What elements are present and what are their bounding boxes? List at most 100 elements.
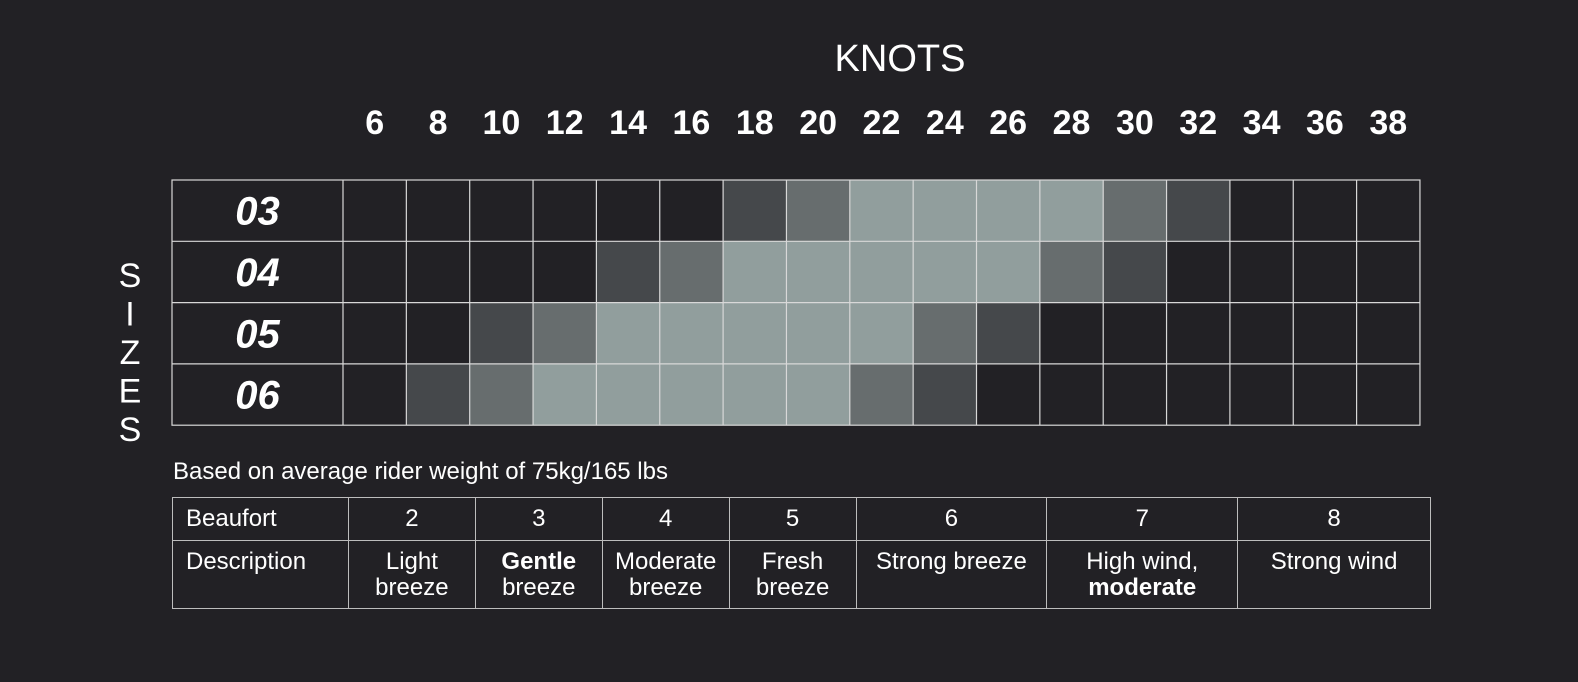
heatmap-cell [1039, 241, 1104, 303]
heatmap-cell [849, 180, 914, 242]
heatmap-cell [1356, 363, 1420, 426]
beaufort-description-row: Description Light breeze Gentle breeze M… [172, 540, 1431, 609]
description-header: Description [172, 540, 349, 609]
description-cell: Strong wind [1237, 540, 1431, 609]
heatmap-cell [786, 241, 850, 303]
size-row-label: 06 [235, 374, 280, 418]
knots-tick-label: 24 [926, 104, 964, 142]
heatmap-cell [533, 302, 597, 364]
beaufort-header: Beaufort [172, 497, 349, 541]
description-cell: Fresh breeze [728, 540, 857, 609]
heatmap-cell [1356, 302, 1420, 364]
heatmap-cell [469, 302, 534, 364]
heatmap-cell [596, 302, 660, 364]
size-row-label: 03 [235, 190, 280, 234]
heatmap-cell [406, 241, 470, 303]
heatmap-cell [1356, 241, 1420, 303]
heatmap-cell [913, 241, 977, 303]
knots-tick-label: 34 [1243, 104, 1281, 142]
heatmap-cell [913, 180, 977, 242]
heatmap-cell [659, 180, 724, 242]
heatmap-cell [1166, 363, 1230, 426]
sizes-letter: I [125, 296, 134, 334]
heatmap-cell [849, 302, 914, 364]
heatmap-cell [596, 363, 660, 426]
heatmap-cell [1293, 363, 1357, 426]
heatmap-cell [406, 180, 470, 242]
heatmap-cell [343, 302, 407, 364]
beaufort-scale-cell: 5 [728, 497, 857, 541]
knots-tick-label: 10 [482, 104, 520, 142]
beaufort-scale-cell: 6 [855, 497, 1048, 541]
heatmap-cell [723, 180, 787, 242]
heatmap-cell [659, 241, 724, 303]
sizes-letter: S [119, 411, 142, 449]
heatmap-cell [1293, 302, 1357, 364]
heatmap-cell [343, 363, 407, 426]
description-cell: Gentle breeze [474, 540, 603, 609]
description-line: Strong wind [1270, 548, 1398, 575]
description-cell: Strong breeze [855, 540, 1048, 609]
heatmap-cell [469, 363, 534, 426]
description-line: Strong breeze [876, 548, 1027, 575]
description-line: breeze [628, 574, 703, 601]
heatmap-cell [533, 180, 597, 242]
heatmap-cell [1103, 363, 1167, 426]
knots-tick-label: 26 [989, 104, 1027, 142]
beaufort-scale-cell: 4 [601, 497, 730, 541]
heatmap-cell [723, 363, 787, 426]
description-cell: Light breeze [347, 540, 476, 609]
heatmap-cell [849, 363, 914, 426]
rider-weight-note: Based on average rider weight of 75kg/16… [173, 458, 668, 485]
heatmap-cell [976, 241, 1040, 303]
heatmap-cell [1039, 180, 1104, 242]
knots-tick-label: 14 [609, 104, 647, 142]
size-row-labels: 03 04 05 06 [235, 190, 280, 418]
knots-tick-label: 38 [1369, 104, 1407, 142]
beaufort-scale-cell: 3 [474, 497, 603, 541]
heatmap-cell [976, 302, 1040, 364]
heatmap-cell [343, 180, 407, 242]
heatmap-cell [723, 241, 787, 303]
sizes-letter: S [119, 257, 142, 295]
knots-axis-title: KNOTS [835, 38, 966, 80]
sizes-letter: E [119, 373, 142, 411]
knots-tick-label: 28 [1053, 104, 1091, 142]
heatmap-cell [469, 180, 534, 242]
description-line: Moderate [614, 548, 717, 575]
heatmap-cell [343, 241, 407, 303]
knots-tick-label: 12 [546, 104, 584, 142]
knots-tick-label: 6 [365, 104, 384, 142]
knots-tick-label: 16 [673, 104, 711, 142]
knots-tick-label: 32 [1179, 104, 1217, 142]
knots-tick-labels: 6 8 10 12 14 16 18 20 22 24 26 28 30 32 34 36 38 [365, 104, 1407, 142]
heatmap-cell [1166, 241, 1230, 303]
beaufort-table: Beaufort 2 3 4 5 6 7 8 Description Light… [172, 497, 1431, 609]
heatmap-cell [1039, 363, 1104, 426]
beaufort-scale-cell: 2 [347, 497, 476, 541]
heatmap-cell [913, 302, 977, 364]
knots-tick-label: 8 [429, 104, 448, 142]
heatmap-cell [406, 363, 470, 426]
size-row-label: 05 [235, 312, 280, 356]
heatmap-cell [659, 302, 724, 364]
heatmap-cell [1229, 302, 1294, 364]
knots-tick-label: 18 [736, 104, 774, 142]
heatmap-cell [849, 241, 914, 303]
description-line: breeze [755, 574, 830, 601]
heatmap-cell [1103, 180, 1167, 242]
heatmap-cell [1293, 180, 1357, 242]
heatmap-cell [976, 180, 1040, 242]
description-line: breeze [502, 574, 576, 601]
heatmap-cell [786, 180, 850, 242]
heatmap-cell [786, 363, 850, 426]
heatmap-cell [596, 180, 660, 242]
beaufort-scale-cell: 8 [1237, 497, 1431, 541]
heatmap-cell [406, 302, 470, 364]
description-line: High wind, [1086, 548, 1199, 575]
description-cell: High wind, moderate [1046, 540, 1239, 609]
heatmap-cell [1103, 241, 1167, 303]
heatmap-cell [1229, 241, 1294, 303]
